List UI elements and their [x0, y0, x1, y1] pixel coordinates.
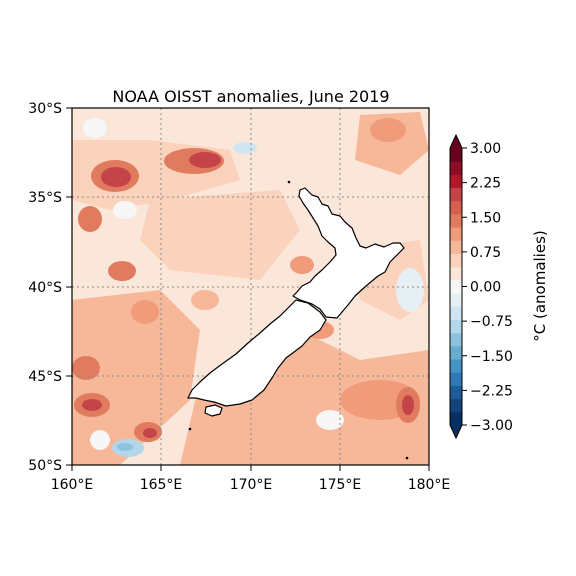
colorbar-segment [450, 359, 462, 373]
map-title: NOAA OISST anomalies, June 2019 [112, 87, 389, 106]
colorbar-segment [450, 279, 462, 294]
anomaly-warm-spot [402, 395, 414, 415]
colorbar-segment [450, 372, 462, 386]
anomaly-neutral-spot [113, 201, 137, 219]
colorbar-segments [450, 148, 462, 426]
colorbar-segment [450, 174, 462, 189]
colorbar-segment [450, 240, 462, 255]
colorbar-tick-label: 0.00 [470, 280, 501, 296]
colorbar-segment [450, 293, 462, 307]
stewart-island [204, 404, 223, 417]
south-island [187, 299, 327, 407]
colorbar-tick-label: 2.25 [470, 176, 501, 192]
colorbar-segment [450, 213, 462, 228]
anomaly-warm-spot [191, 290, 219, 310]
x-tick-label: 175°E [319, 477, 362, 493]
anomaly-warm-spot [131, 300, 159, 324]
colorbar-tick-label: 3.00 [470, 141, 501, 157]
anomaly-warm-spot [189, 152, 221, 168]
colorbar-segment [450, 266, 462, 281]
small-island [405, 456, 409, 460]
colorbar-segment [450, 398, 462, 413]
anomaly-warm-spot [290, 256, 314, 274]
y-tick-label: 30°S [28, 101, 62, 117]
colorbar-segment [450, 161, 462, 175]
colorbar-ticks: 3.00 2.25 1.50 0.75 0.00 −0.75 −1.50 −2.25 −3.00 [462, 141, 513, 434]
colorbar-segment [450, 253, 462, 268]
anomaly-warm-spot [72, 356, 100, 380]
anomaly-region [140, 190, 300, 280]
colorbar-segment [450, 187, 462, 202]
colorbar-segment [450, 345, 462, 360]
colorbar-segment [450, 385, 462, 400]
x-tick-label: 170°E [230, 477, 273, 493]
anomaly-neutral-spot [83, 118, 107, 138]
colorbar-tick-label: −2.25 [470, 383, 513, 399]
x-tick-label: 160°E [51, 477, 94, 493]
anomaly-warm-spot [143, 428, 157, 438]
anomaly-cool-spot [396, 268, 424, 312]
anomaly-warm-spot [370, 118, 406, 142]
anomaly-cool-spot [233, 142, 257, 154]
colorbar-segment [450, 306, 462, 320]
colorbar-tick-label: 1.50 [470, 210, 501, 226]
y-tick-label: 50°S [28, 458, 62, 474]
small-island [287, 180, 291, 184]
map-panel [72, 108, 429, 465]
new-zealand-land [187, 187, 405, 417]
colorbar-segment [450, 148, 462, 162]
colorbar-segment [450, 319, 462, 334]
y-tick-label: 40°S [28, 280, 62, 296]
anomaly-warm-spot [108, 261, 136, 281]
y-tick-label: 35°S [28, 190, 62, 206]
colorbar-label: °C (anomalies) [531, 230, 549, 342]
axis-ticks [66, 107, 430, 471]
anomaly-region [72, 290, 200, 465]
colorbar-segment [450, 200, 462, 215]
north-island [292, 187, 405, 319]
anomaly-cool-spot [117, 443, 133, 451]
colorbar: 3.00 2.25 1.50 0.75 0.00 −0.75 −1.50 −2.25 −3.00… [449, 133, 549, 440]
colorbar-extend-top [450, 135, 462, 148]
colorbar-tick-label: −1.50 [470, 349, 513, 365]
colorbar-segment [450, 227, 462, 241]
anomaly-warm-spot [82, 399, 102, 411]
small-island [188, 427, 192, 431]
colorbar-tick-label: −0.75 [470, 314, 513, 330]
colorbar-extend-bottom [450, 425, 462, 438]
anomaly-neutral-spot [90, 430, 110, 450]
colorbar-tick-label: −3.00 [470, 418, 513, 434]
x-tick-label: 165°E [140, 477, 183, 493]
anomaly-warm-spot [101, 167, 131, 187]
colorbar-segment [450, 332, 462, 347]
x-tick-label: 180°E [408, 477, 451, 493]
anomaly-warm-spot [78, 206, 102, 232]
colorbar-tick-label: 0.75 [470, 245, 501, 261]
colorbar-segment [450, 411, 462, 426]
y-tick-label: 45°S [28, 369, 62, 385]
anomaly-neutral-spot [316, 410, 344, 430]
